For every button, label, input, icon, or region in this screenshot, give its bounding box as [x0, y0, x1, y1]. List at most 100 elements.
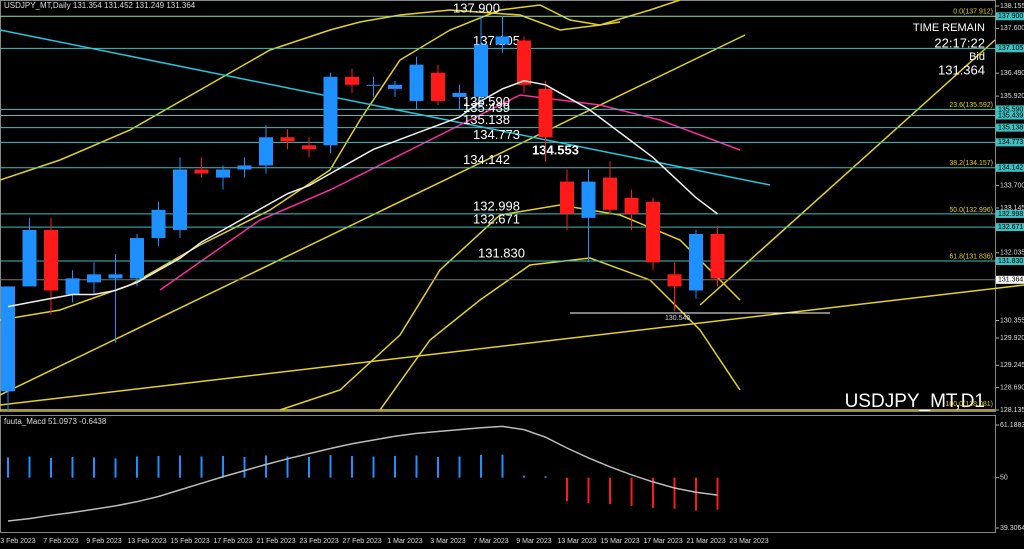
- candle-body: [388, 84, 402, 89]
- x-tick-label: 15 Feb 2023: [170, 538, 209, 545]
- level-label: 131.830: [478, 245, 525, 260]
- level-tag-label: 137.105: [998, 45, 1023, 52]
- candle-body: [431, 72, 445, 101]
- candle-body: [452, 92, 467, 97]
- candle-body: [216, 169, 230, 178]
- y-tick-label: 129.245: [1000, 362, 1024, 369]
- bid-tag: [996, 275, 1024, 284]
- candle-body: [44, 229, 58, 291]
- x-tick-label: 9 Feb 2023: [86, 538, 122, 545]
- bid-value: 131.364: [938, 62, 985, 77]
- level-tag: [996, 105, 1024, 114]
- candle-body: [474, 44, 488, 97]
- x-tick-label: 15 Mar 2023: [600, 538, 639, 545]
- level-tag-label: 134.142: [998, 165, 1023, 172]
- candle-body: [302, 145, 316, 150]
- fib-label: 100.0(128.081): [946, 401, 993, 408]
- level-tag-label: 135.590: [998, 106, 1023, 113]
- level-tag-label: 135.138: [998, 124, 1023, 131]
- symbol: USDJPY_MT,D1: [845, 391, 985, 412]
- candle-body: [366, 84, 381, 86]
- level-tag: [996, 223, 1024, 232]
- candle-body: [409, 64, 424, 101]
- macd-tick-label: 50: [1000, 475, 1008, 482]
- macd-tick-label: 39.3064: [1000, 525, 1024, 532]
- x-tick-label: 3 Mar 2023: [430, 538, 466, 545]
- x-tick-label: 1 Mar 2023: [387, 538, 423, 545]
- x-tick-label: 7 Mar 2023: [473, 538, 509, 545]
- main-frame: [0, 0, 996, 412]
- candle-body: [581, 181, 596, 218]
- candle-body: [538, 88, 553, 138]
- candle-body: [689, 234, 703, 291]
- fib-label: 38.2(134.157): [949, 160, 993, 167]
- low-label: 130.540: [665, 315, 690, 322]
- x-tick-label: 27 Feb 2023: [342, 538, 381, 545]
- candle-body: [624, 197, 639, 214]
- cyan-trendline: [0, 29, 771, 186]
- x-tick-label: 13 Feb 2023: [127, 538, 166, 545]
- bid-label: Bid: [969, 51, 985, 63]
- candle-body: [259, 137, 273, 166]
- y-tick-label: 129.920: [1000, 335, 1024, 342]
- y-tick-label: 133.145: [1000, 205, 1024, 212]
- candle-body: [667, 274, 682, 287]
- x-tick-label: 3 Feb 2023: [0, 538, 36, 545]
- magenta-line: [159, 94, 741, 291]
- fib-label: 61.8(131.836): [949, 254, 993, 261]
- candle-body: [517, 40, 531, 85]
- level-tag: [996, 163, 1024, 172]
- candle-body: [87, 274, 101, 283]
- level-label: 135.439: [463, 100, 510, 115]
- candle-body: [108, 274, 123, 279]
- candle-body: [22, 229, 37, 287]
- chart-title: USDJPY_MT,Daily 131.354 131.452 131.249 …: [4, 1, 196, 10]
- fib-label: 50.0(132.996): [949, 207, 993, 214]
- x-tick-label: 17 Mar 2023: [643, 538, 682, 545]
- level-tag-label: 131.830: [998, 258, 1023, 265]
- candle-body: [173, 169, 187, 230]
- candle-body: [130, 238, 144, 279]
- y-tick-label: 128.690: [1000, 384, 1024, 391]
- candle-body: [1, 286, 15, 392]
- level-tag-label: 132.671: [998, 224, 1023, 231]
- x-tick-label: 23 Feb 2023: [299, 538, 338, 545]
- level-tag-label: 135.439: [998, 112, 1023, 119]
- fib-label: 23.6(135.592): [949, 102, 993, 109]
- marked-price: 134.553: [532, 143, 579, 158]
- x-tick-label: 9 Mar 2023: [516, 538, 552, 545]
- level-tag-label: 134.773: [998, 139, 1023, 146]
- level-label: 134.773: [473, 127, 520, 142]
- candle-body: [280, 137, 295, 142]
- y-tick-label: 132.035: [1000, 250, 1024, 257]
- level-tag: [996, 123, 1024, 132]
- level-tag: [996, 12, 1024, 21]
- level-label: 134.142: [463, 152, 510, 167]
- macd-frame: [0, 415, 996, 533]
- candle-body: [495, 36, 510, 45]
- level-tag: [996, 44, 1024, 53]
- y-tick-label: 137.600: [1000, 25, 1024, 32]
- level-tag: [996, 138, 1024, 147]
- x-tick-label: 13 Mar 2023: [557, 538, 596, 545]
- candle-body: [65, 278, 80, 295]
- fib-label: 0.0(137.912): [953, 9, 993, 16]
- macd-label: fuuta_Macd 51.0973 -0.6438: [4, 417, 107, 426]
- level-tag: [996, 111, 1024, 120]
- candle-body: [710, 234, 725, 279]
- candle-body: [560, 181, 574, 214]
- x-tick-label: 21 Mar 2023: [686, 538, 725, 545]
- macd-tick-label: 61.1883: [1000, 422, 1024, 429]
- x-tick-label: 7 Feb 2023: [43, 538, 79, 545]
- candle-body: [603, 177, 617, 210]
- level-label: 135.138: [463, 112, 510, 127]
- level-tag-label: 132.998: [998, 211, 1023, 218]
- level-tag: [996, 257, 1024, 266]
- bid-tag-label: 131.364: [998, 277, 1023, 284]
- level-label: 132.671: [473, 212, 520, 227]
- level-label: 132.998: [473, 198, 520, 213]
- time-remain: TIME REMAIN: [913, 22, 985, 34]
- candle-body: [323, 76, 338, 146]
- y-tick-label: 133.700: [1000, 182, 1024, 189]
